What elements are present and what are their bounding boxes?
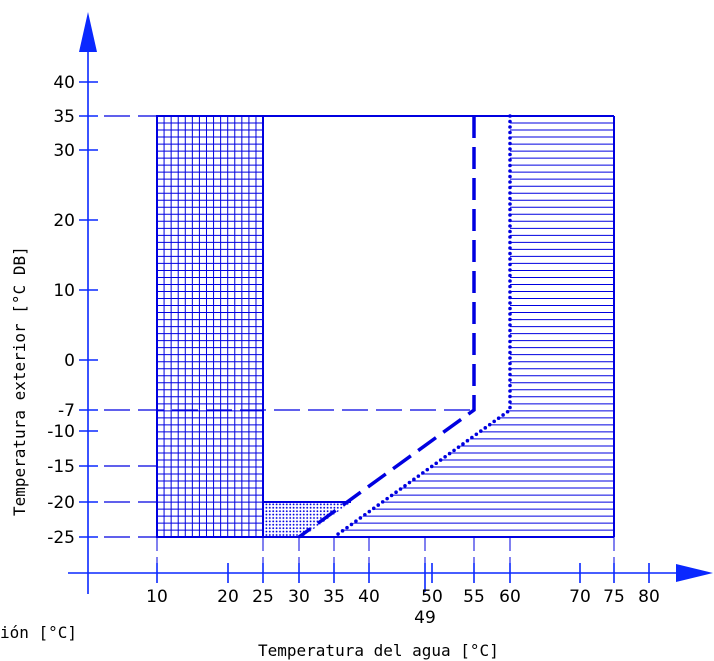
cut-off-axis-label: ión [°C] [0, 623, 77, 642]
x-tick-label: 50 [421, 587, 443, 607]
y-tick-label: -25 [47, 528, 75, 548]
x-tick-label: 75 [603, 587, 625, 607]
y-tick-label: 40 [53, 73, 75, 93]
heating-limit-dashed [297, 116, 476, 539]
y-tick-label: 35 [53, 107, 75, 127]
axes [68, 12, 713, 594]
x-tick-label: 20 [217, 587, 239, 607]
tick-labels: 10 20 25 30 35 40 50 55 60 70 75 804940353020100-7-… [47, 73, 660, 628]
y-tick-label: 30 [53, 141, 75, 161]
y-axis-label: Temperatura exterior [°C DB] [10, 246, 29, 516]
x-tick-label: 70 [569, 587, 591, 607]
x-tick-label: 30 [288, 587, 310, 607]
x-tick-label: 40 [358, 587, 380, 607]
y-tick-label: 10 [53, 281, 75, 301]
y-tick-label: -7 [58, 401, 75, 421]
tick-marks [79, 81, 650, 592]
x-tick-label: 60 [499, 587, 521, 607]
x-tick-label-extra: 49 [414, 608, 436, 628]
y-tick-label: 0 [64, 351, 75, 371]
limit-lines [157, 114, 614, 539]
dotted-region [263, 501, 352, 537]
y-tick-label: -15 [47, 457, 75, 477]
x-axis-arrow-icon [676, 564, 713, 582]
x-axis-label: Temperatura del agua [°C] [258, 641, 499, 660]
horizontal-region [263, 116, 615, 538]
y-tick-label: -10 [47, 422, 75, 442]
y-axis-arrow-icon [79, 12, 97, 52]
x-tick-label: 55 [463, 587, 485, 607]
y-tick-label: -20 [47, 493, 75, 513]
guide-lines [104, 115, 615, 573]
x-tick-label: 25 [252, 587, 274, 607]
x-tick-label: 10 [146, 587, 168, 607]
y-tick-label: 20 [53, 211, 75, 231]
grid-region [156, 115, 264, 538]
x-tick-label: 35 [323, 587, 345, 607]
heating-limit-dotted [332, 114, 512, 539]
x-tick-label: 80 [638, 587, 660, 607]
